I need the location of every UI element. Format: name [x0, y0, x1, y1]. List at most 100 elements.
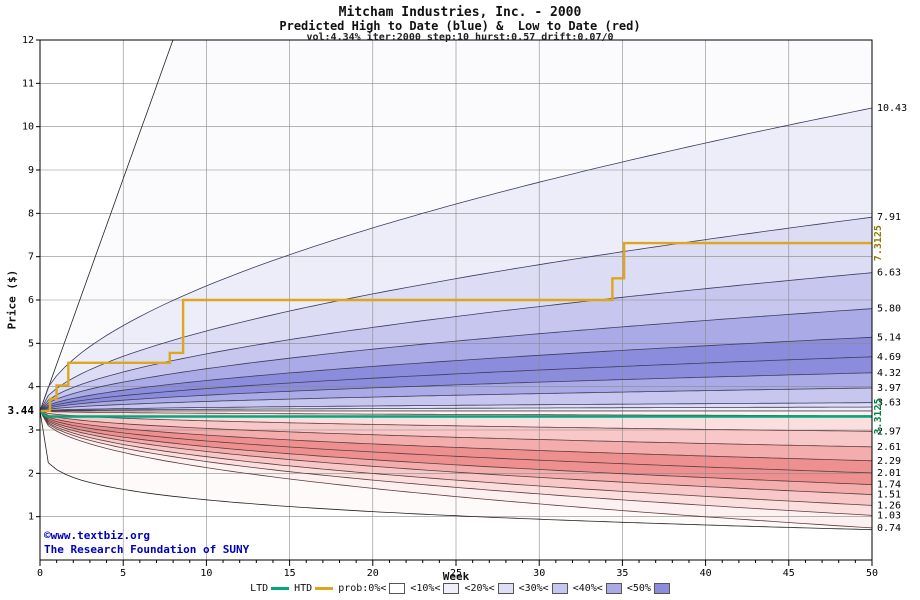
probability-band: [40, 337, 872, 411]
y-tick-label: 4: [28, 382, 34, 393]
legend-swatch: [271, 587, 290, 590]
low-quantile-curve: [40, 410, 872, 516]
legend-item-ltd: LTD: [250, 583, 290, 594]
x-tick-label: 20: [367, 568, 379, 579]
probability-band: [40, 40, 872, 411]
high-quantile-curve: [40, 308, 872, 412]
legend-item-50: <50%: [627, 583, 670, 594]
legend-label: <40%<: [572, 583, 603, 594]
band-value-label: 3.63: [877, 398, 901, 409]
x-tick-label: 10: [200, 568, 212, 579]
to-date-lines: [40, 241, 872, 418]
x-tick-label: 30: [533, 568, 545, 579]
high-quantile-curve: [40, 272, 872, 412]
high-quantile-curve: [40, 387, 872, 412]
band-value-label: 2.97: [877, 426, 901, 437]
quantile-curves: [40, 40, 872, 531]
ltd-current-value-label: 3.3125: [873, 398, 884, 434]
legend-swatch: [653, 583, 670, 594]
y-tick-label: 10: [22, 122, 34, 133]
legend-swatch: [497, 583, 514, 594]
low-quantile-curve: [40, 410, 872, 474]
high-quantile-curve: [40, 107, 872, 412]
band-value-label: 5.80: [877, 304, 901, 315]
low-quantile-curve: [40, 410, 872, 432]
legend-label: HTD: [294, 583, 313, 594]
low-quantile-curve: [40, 410, 872, 529]
probability-band: [40, 272, 872, 411]
band-value-label: 2.61: [877, 442, 901, 453]
high-quantile-curve: [40, 402, 872, 412]
low-quantile-curve: [40, 410, 872, 485]
low-quantile-curve: [40, 410, 872, 495]
htd-line: [40, 241, 872, 413]
legend-swatch: [389, 583, 406, 594]
band-value-label: 1.51: [877, 490, 901, 501]
legend-label: prob:0%<: [338, 583, 387, 594]
x-tick-label: 15: [284, 568, 296, 579]
probability-band: [40, 410, 872, 485]
legend-label: <20%<: [464, 583, 495, 594]
y-tick-label: 5: [28, 338, 34, 349]
y-tick-label: 6: [28, 295, 34, 306]
legend-item-40: <40%<: [573, 583, 622, 594]
high-quantile-curve: [40, 372, 872, 412]
x-tick-label: 45: [783, 568, 795, 579]
band-value-label: 4.69: [877, 352, 901, 363]
band-value-label: 5.14: [877, 332, 901, 343]
x-tick-label: 5: [120, 568, 126, 579]
band-value-label: 2.01: [877, 468, 901, 479]
probability-band: [40, 410, 872, 473]
legend-item-20: <20%<: [464, 583, 514, 594]
chart-subtitle: Predicted High to Date (blue) & Low to D…: [279, 19, 641, 33]
band-value-label: 10.43: [877, 103, 907, 114]
start-price-label: 3.44: [8, 404, 35, 417]
high-quantile-curve: [40, 336, 872, 412]
y-tick-label: 7: [28, 252, 34, 263]
band-value-label: 3.97: [877, 383, 901, 394]
y-tick-label: 9: [28, 165, 34, 176]
y-tick-label: 1: [28, 512, 34, 523]
high-quantile-curve: [40, 356, 872, 412]
band-value-label: 1.26: [877, 500, 901, 511]
band-value-label: 2.29: [877, 456, 901, 467]
y-axis-title: Price ($): [5, 269, 19, 330]
x-tick-label: 25: [450, 568, 462, 579]
legend-label: <30%<: [518, 583, 549, 594]
y-tick-label: 2: [28, 468, 34, 479]
legend-item-prob0: prob:0%<: [338, 583, 406, 594]
x-tick-label: 35: [616, 568, 628, 579]
legend-label: <50%: [626, 583, 651, 594]
band-value-label: 6.63: [877, 268, 901, 279]
band-value-label: 4.32: [877, 368, 901, 379]
legend-swatch: [443, 583, 460, 594]
high-quantile-curve: [40, 406, 872, 412]
x-tick-label: 50: [866, 568, 878, 579]
legend-label: LTD: [250, 583, 269, 594]
y-tick-label: 12: [22, 35, 34, 46]
right-axis-labels: 10.43 7.91 6.63 5.80 5.14 4.69 4.32 3.97 3.63 2.9…: [8, 103, 908, 534]
ltd-line: [40, 409, 872, 418]
band-value-label: 7.91: [877, 212, 901, 223]
legend-item-htd: HTD: [294, 583, 334, 594]
high-quantile-curve: [40, 216, 872, 412]
legend-swatch: [605, 583, 622, 594]
x-axis-title: Week: [442, 570, 470, 583]
y-tick-label: 8: [28, 208, 34, 219]
htd-current-value-label: 7.3125: [873, 225, 884, 261]
legend-item-10: <10%<: [410, 583, 460, 594]
low-quantile-curve: [40, 410, 872, 462]
band-value-label: 1.74: [877, 480, 901, 491]
band-value-label: 0.74: [877, 523, 901, 534]
low-quantile-curve: [40, 410, 872, 448]
simulation-parameters: vol:4.34% iter:2000 step:10 hurst:0.57 d…: [306, 32, 614, 43]
watermark-org: The Research Foundation of SUNY: [44, 543, 250, 556]
legend-swatch: [315, 587, 334, 590]
x-tick-label: 0: [37, 568, 43, 579]
probability-band: [40, 410, 872, 530]
legend-item-30: <30%<: [519, 583, 568, 594]
probability-band: [40, 410, 872, 461]
